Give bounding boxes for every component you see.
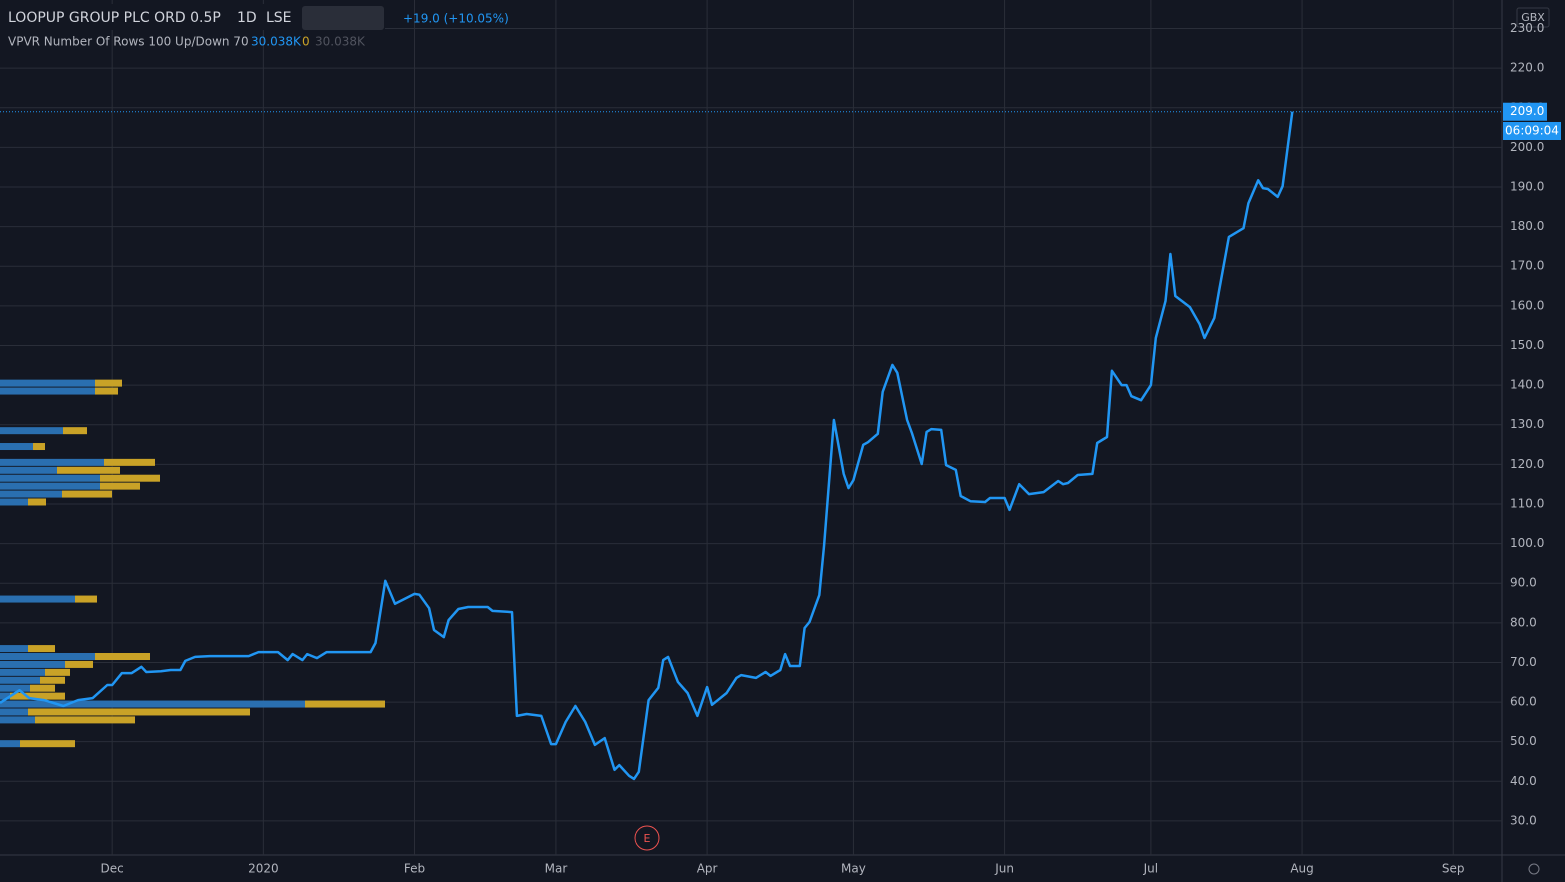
x-tick-label: Mar	[545, 862, 568, 876]
vp-up-bar	[0, 645, 28, 653]
indicator-value: 30.038K	[251, 35, 302, 49]
y-tick-label: 180.0	[1510, 219, 1544, 233]
vp-up-bar	[0, 676, 40, 684]
vp-up-bar	[0, 684, 30, 692]
x-tick-label: May	[841, 862, 866, 876]
y-tick-label: 60.0	[1510, 695, 1537, 709]
y-tick-label: 100.0	[1510, 536, 1544, 550]
timer-box	[1503, 122, 1561, 140]
vp-down-bar	[45, 668, 70, 676]
vp-down-bar	[28, 645, 55, 653]
x-tick-label: Jun	[994, 862, 1014, 876]
last-price-box	[1503, 102, 1547, 121]
vp-down-bar	[62, 490, 112, 498]
interval: 1D	[237, 10, 257, 26]
exchange: LSE	[266, 10, 292, 26]
x-tick-label: Apr	[697, 862, 718, 876]
vp-down-bar	[20, 740, 75, 748]
last-price-label: 209.0	[1510, 104, 1544, 118]
plot	[0, 111, 1502, 781]
vp-down-bar	[33, 443, 45, 451]
vp-up-bar	[0, 498, 28, 506]
y-tick-label: 200.0	[1510, 140, 1544, 154]
vp-down-bar	[63, 427, 87, 435]
vp-up-bar	[0, 740, 20, 748]
y-tick-label: 110.0	[1510, 496, 1544, 510]
price-line	[0, 111, 1294, 781]
currency: GBX	[1521, 11, 1545, 24]
y-tick-label: 140.0	[1510, 378, 1544, 392]
x-tick-label: Dec	[101, 862, 124, 876]
y-tick-label: 50.0	[1510, 734, 1537, 748]
y-tick-label: 30.0	[1510, 813, 1537, 827]
x-tick-label: Feb	[404, 862, 425, 876]
currency-box	[1516, 7, 1550, 28]
vp-up-bar	[0, 427, 63, 435]
y-tick-label: 80.0	[1510, 615, 1537, 629]
vp-up-bar	[0, 595, 75, 603]
y-tick-label: 220.0	[1510, 61, 1544, 75]
vp-down-bar	[28, 708, 250, 716]
vp-down-bar	[10, 692, 65, 700]
vp-down-bar	[95, 653, 150, 661]
symbol: LOOPUP GROUP PLC ORD 0.5P	[8, 10, 221, 26]
y-tick-label: 70.0	[1510, 655, 1537, 669]
vp-up-bar	[0, 387, 95, 395]
vp-up-bar	[0, 653, 95, 661]
x-tick-label: Aug	[1290, 862, 1313, 876]
vp-up-bar	[0, 716, 35, 724]
x-tick-label: 2020	[248, 862, 279, 876]
earnings-label: E	[644, 832, 651, 845]
y-tick-label: 90.0	[1510, 576, 1537, 590]
timer: 06:09:04	[1505, 124, 1559, 138]
y-tick-label: 120.0	[1510, 457, 1544, 471]
vp-down-bar	[100, 474, 160, 482]
vp-down-bar	[57, 466, 120, 474]
vp-up-bar	[0, 490, 62, 498]
y-tick-label: 160.0	[1510, 298, 1544, 312]
vp-down-bar	[35, 716, 135, 724]
vp-up-bar	[0, 668, 45, 676]
y-tick-label: 170.0	[1510, 259, 1544, 273]
vp-down-bar	[104, 458, 155, 466]
y-tick-label: 150.0	[1510, 338, 1544, 352]
y-tick-label: 190.0	[1510, 180, 1544, 194]
vp-down-bar	[28, 498, 46, 506]
vp-up-bar	[0, 708, 28, 716]
vp-down-bar	[100, 482, 140, 490]
vp-down-bar	[75, 595, 97, 603]
vp-up-bar	[0, 458, 104, 466]
vp-down-bar	[95, 387, 118, 395]
y-tick-label: 130.0	[1510, 417, 1544, 431]
indicator-value: 0	[302, 35, 310, 49]
vp-down-bar	[40, 676, 65, 684]
earnings-marker[interactable]	[634, 825, 660, 851]
vp-up-bar	[0, 692, 10, 700]
vp-up-bar	[0, 379, 95, 387]
vp-down-bar	[95, 379, 122, 387]
vp-up-bar	[0, 660, 65, 668]
settings-icon[interactable]	[1528, 863, 1540, 875]
indicator-value: 30.038K	[315, 35, 366, 49]
vp-up-bar	[0, 443, 33, 451]
vp-down-bar	[30, 684, 55, 692]
x-tick-label: Jul	[1143, 862, 1158, 876]
indicator: VPVR Number Of Rows 100 Up/Down 70	[8, 35, 249, 49]
x-tick-label: Sep	[1442, 862, 1465, 876]
vp-up-bar	[0, 466, 57, 474]
legend-buttons[interactable]	[302, 6, 384, 30]
vp-down-bar	[65, 660, 93, 668]
volume-profile	[0, 379, 385, 748]
change: +19.0 (+10.05%)	[403, 12, 509, 26]
vp-down-bar	[305, 700, 385, 708]
y-tick-label: 40.0	[1510, 774, 1537, 788]
vp-up-bar	[0, 700, 305, 708]
y-tick-label: 230.0	[1510, 21, 1544, 35]
vp-up-bar	[0, 482, 100, 490]
vp-up-bar	[0, 474, 100, 482]
